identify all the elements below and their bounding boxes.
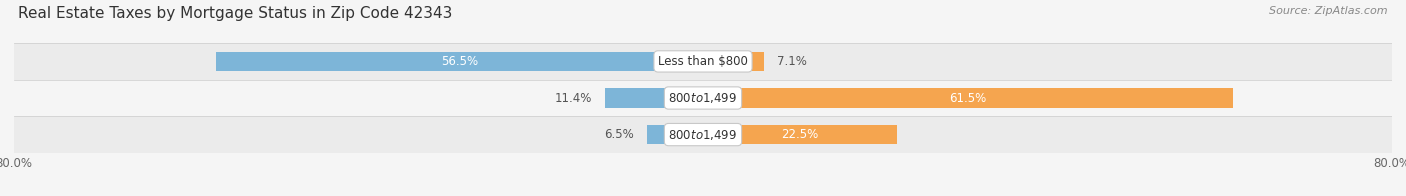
Bar: [703, 125, 897, 144]
Legend: Without Mortgage, With Mortgage: Without Mortgage, With Mortgage: [571, 192, 835, 196]
Bar: [703, 88, 1233, 108]
Text: $800 to $1,499: $800 to $1,499: [668, 91, 738, 105]
Bar: [14, 43, 1392, 80]
Text: Source: ZipAtlas.com: Source: ZipAtlas.com: [1270, 6, 1388, 16]
Text: Real Estate Taxes by Mortgage Status in Zip Code 42343: Real Estate Taxes by Mortgage Status in …: [18, 6, 453, 21]
Bar: [703, 52, 763, 71]
Text: 61.5%: 61.5%: [949, 92, 987, 104]
Bar: [14, 80, 1392, 116]
Bar: [605, 88, 703, 108]
Text: 22.5%: 22.5%: [782, 128, 818, 141]
Bar: [14, 116, 1392, 153]
Text: 56.5%: 56.5%: [441, 55, 478, 68]
Bar: [217, 52, 703, 71]
Text: 6.5%: 6.5%: [605, 128, 634, 141]
Text: Less than $800: Less than $800: [658, 55, 748, 68]
Text: $800 to $1,499: $800 to $1,499: [668, 128, 738, 142]
Text: 7.1%: 7.1%: [778, 55, 807, 68]
Bar: [647, 125, 703, 144]
Text: 11.4%: 11.4%: [554, 92, 592, 104]
